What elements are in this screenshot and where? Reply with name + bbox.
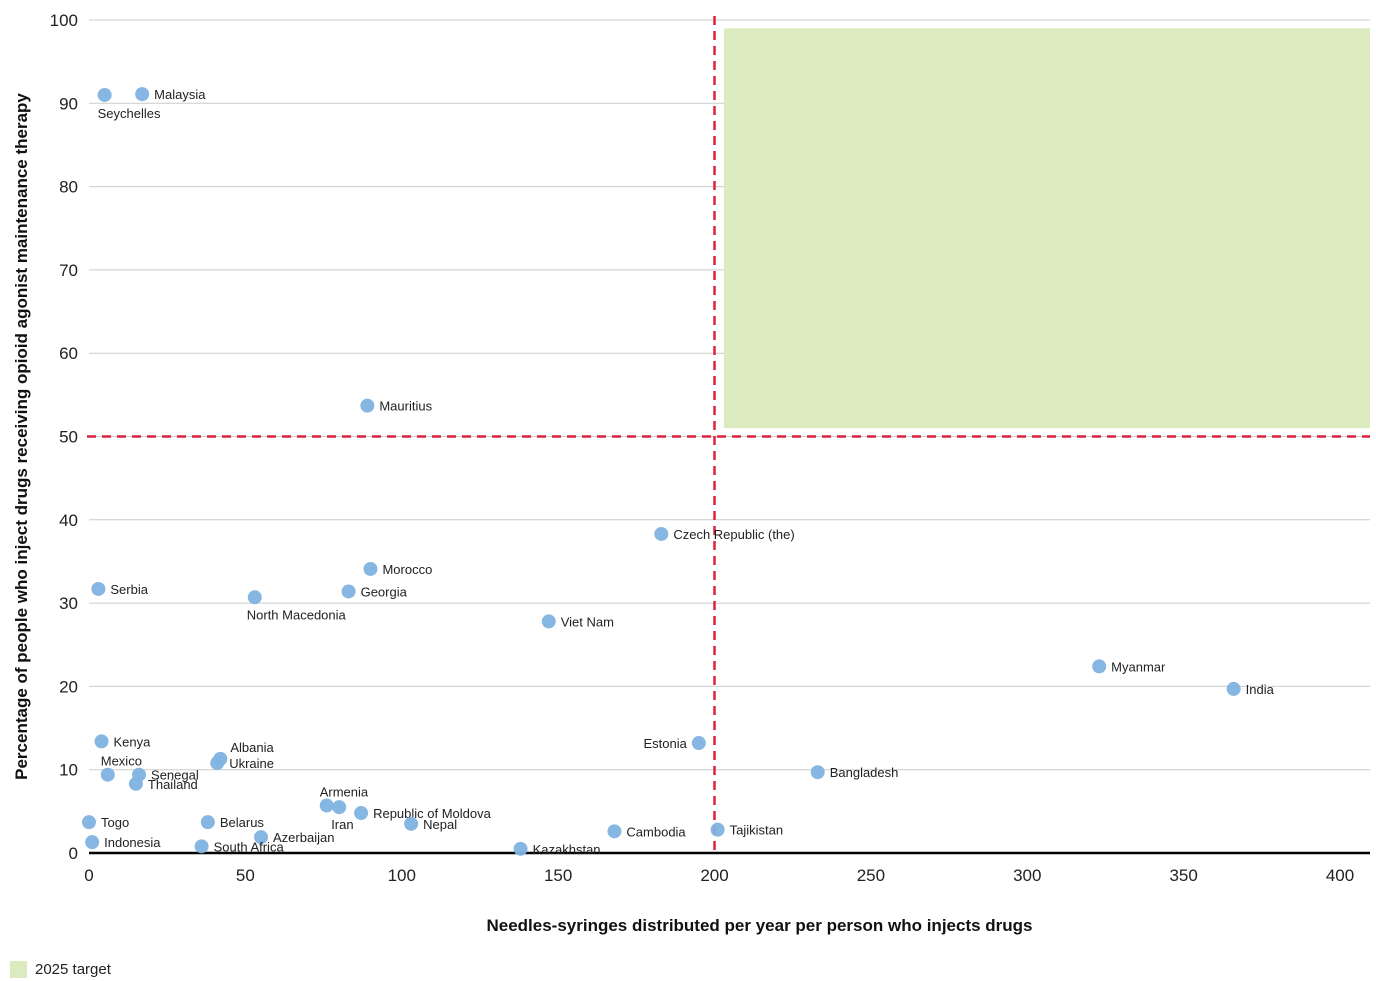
point-serbia (91, 581, 106, 596)
x-tick-label-350: 350 (1169, 866, 1197, 885)
point-label-bangladesh: Bangladesh (830, 765, 899, 780)
point-label-seychelles: Seychelles (98, 106, 161, 121)
point-estonia (691, 736, 706, 751)
x-tick-label-100: 100 (388, 866, 416, 885)
point-viet-nam (541, 614, 556, 629)
point-azerbaijan (254, 830, 269, 845)
point-label-republic-of-moldova: Republic of Moldova (373, 806, 492, 821)
x-tick-label-50: 50 (236, 866, 255, 885)
y-tick-label-70: 70 (59, 261, 78, 280)
y-tick-label-80: 80 (59, 178, 78, 197)
point-republic-of-moldova (354, 806, 369, 821)
point-label-morocco: Morocco (382, 562, 432, 577)
y-tick-label-100: 100 (50, 11, 78, 30)
point-georgia (341, 584, 356, 599)
legend: 2025 target (10, 961, 111, 978)
point-indonesia (85, 835, 100, 850)
x-tick-label-200: 200 (700, 866, 728, 885)
point-label-mauritius: Mauritius (379, 399, 432, 414)
point-seychelles (97, 87, 112, 102)
target-region (723, 28, 1370, 429)
y-tick-label-60: 60 (59, 344, 78, 363)
point-mexico (100, 767, 115, 782)
x-tick-label-250: 250 (857, 866, 885, 885)
point-ukraine (210, 756, 225, 771)
point-label-kenya: Kenya (114, 734, 152, 749)
x-tick-label-150: 150 (544, 866, 572, 885)
point-india (1226, 681, 1241, 696)
point-label-thailand: Thailand (148, 777, 198, 792)
point-kenya (94, 734, 109, 749)
point-kazakhstan (513, 841, 528, 856)
point-myanmar (1092, 659, 1107, 674)
point-morocco (363, 561, 378, 576)
point-bangladesh (810, 765, 825, 780)
point-thailand (128, 776, 143, 791)
y-tick-label-10: 10 (59, 761, 78, 780)
point-nepal (404, 816, 419, 831)
point-label-myanmar: Myanmar (1111, 659, 1166, 674)
point-armenia (319, 798, 334, 813)
x-tick-label-400: 400 (1326, 866, 1354, 885)
point-label-nepal: Nepal (423, 817, 457, 832)
y-tick-label-20: 20 (59, 677, 78, 696)
y-axis-ticks: 0 10 20 30 40 50 60 70 80 90 100 (50, 11, 78, 863)
point-label-albania: Albania (230, 740, 274, 755)
point-malaysia (135, 87, 150, 102)
y-axis-title: Percentage of people who inject drugs re… (12, 93, 31, 780)
y-tick-label-90: 90 (59, 94, 78, 113)
scatter-chart: 0 50 100 150 200 250 300 350 400 0 10 20 30 40 50 60 70… (12, 11, 1370, 935)
legend-swatch-target (10, 961, 27, 978)
threshold-lines (87, 16, 1370, 853)
point-label-azerbaijan: Azerbaijan (273, 830, 334, 845)
point-label-armenia: Armenia (320, 785, 369, 800)
point-mauritius (360, 398, 375, 413)
y-tick-label-30: 30 (59, 594, 78, 613)
y-tick-label-0: 0 (69, 844, 78, 863)
point-label-senegal: Senegal (151, 768, 199, 783)
x-tick-label-300: 300 (1013, 866, 1041, 885)
point-label-georgia: Georgia (361, 584, 408, 599)
x-axis-title: Needles-syringes distributed per year pe… (486, 916, 1032, 935)
point-label-ukraine: Ukraine (229, 756, 274, 771)
point-tajikistan (710, 822, 725, 837)
point-label-viet-nam: Viet Nam (561, 614, 614, 629)
x-tick-label-0: 0 (84, 866, 93, 885)
point-label-north-macedonia: North Macedonia (247, 607, 347, 622)
point-label-togo: Togo (101, 815, 129, 830)
point-label-tajikistan: Tajikistan (730, 823, 783, 838)
point-czech-republic-the (654, 526, 669, 541)
point-label-indonesia: Indonesia (104, 835, 161, 850)
point-label-czech-republic-the: Czech Republic (the) (673, 527, 794, 542)
point-label-cambodia: Cambodia (626, 824, 686, 839)
point-label-serbia: Serbia (110, 582, 148, 597)
point-label-belarus: Belarus (220, 815, 265, 830)
y-tick-label-40: 40 (59, 511, 78, 530)
point-label-iran: Iran (331, 817, 353, 832)
point-iran (332, 800, 347, 815)
point-label-mexico: Mexico (101, 754, 142, 769)
point-north-macedonia (247, 590, 262, 605)
point-label-estonia: Estonia (643, 736, 687, 751)
point-cambodia (607, 824, 622, 839)
point-label-malaysia: Malaysia (154, 87, 206, 102)
data-points: Seychelles Malaysia Mauritius Czech Republi… (82, 87, 1275, 857)
x-axis-ticks: 0 50 100 150 200 250 300 350 400 (84, 866, 1354, 885)
point-south-africa (194, 839, 209, 854)
point-label-india: India (1246, 682, 1275, 697)
point-label-kazakhstan: Kazakhstan (533, 842, 601, 857)
point-label-south-africa: South Africa (214, 839, 285, 854)
legend-label-target: 2025 target (35, 961, 111, 978)
y-tick-label-50: 50 (59, 428, 78, 447)
point-togo (82, 815, 96, 830)
point-belarus (200, 815, 215, 830)
